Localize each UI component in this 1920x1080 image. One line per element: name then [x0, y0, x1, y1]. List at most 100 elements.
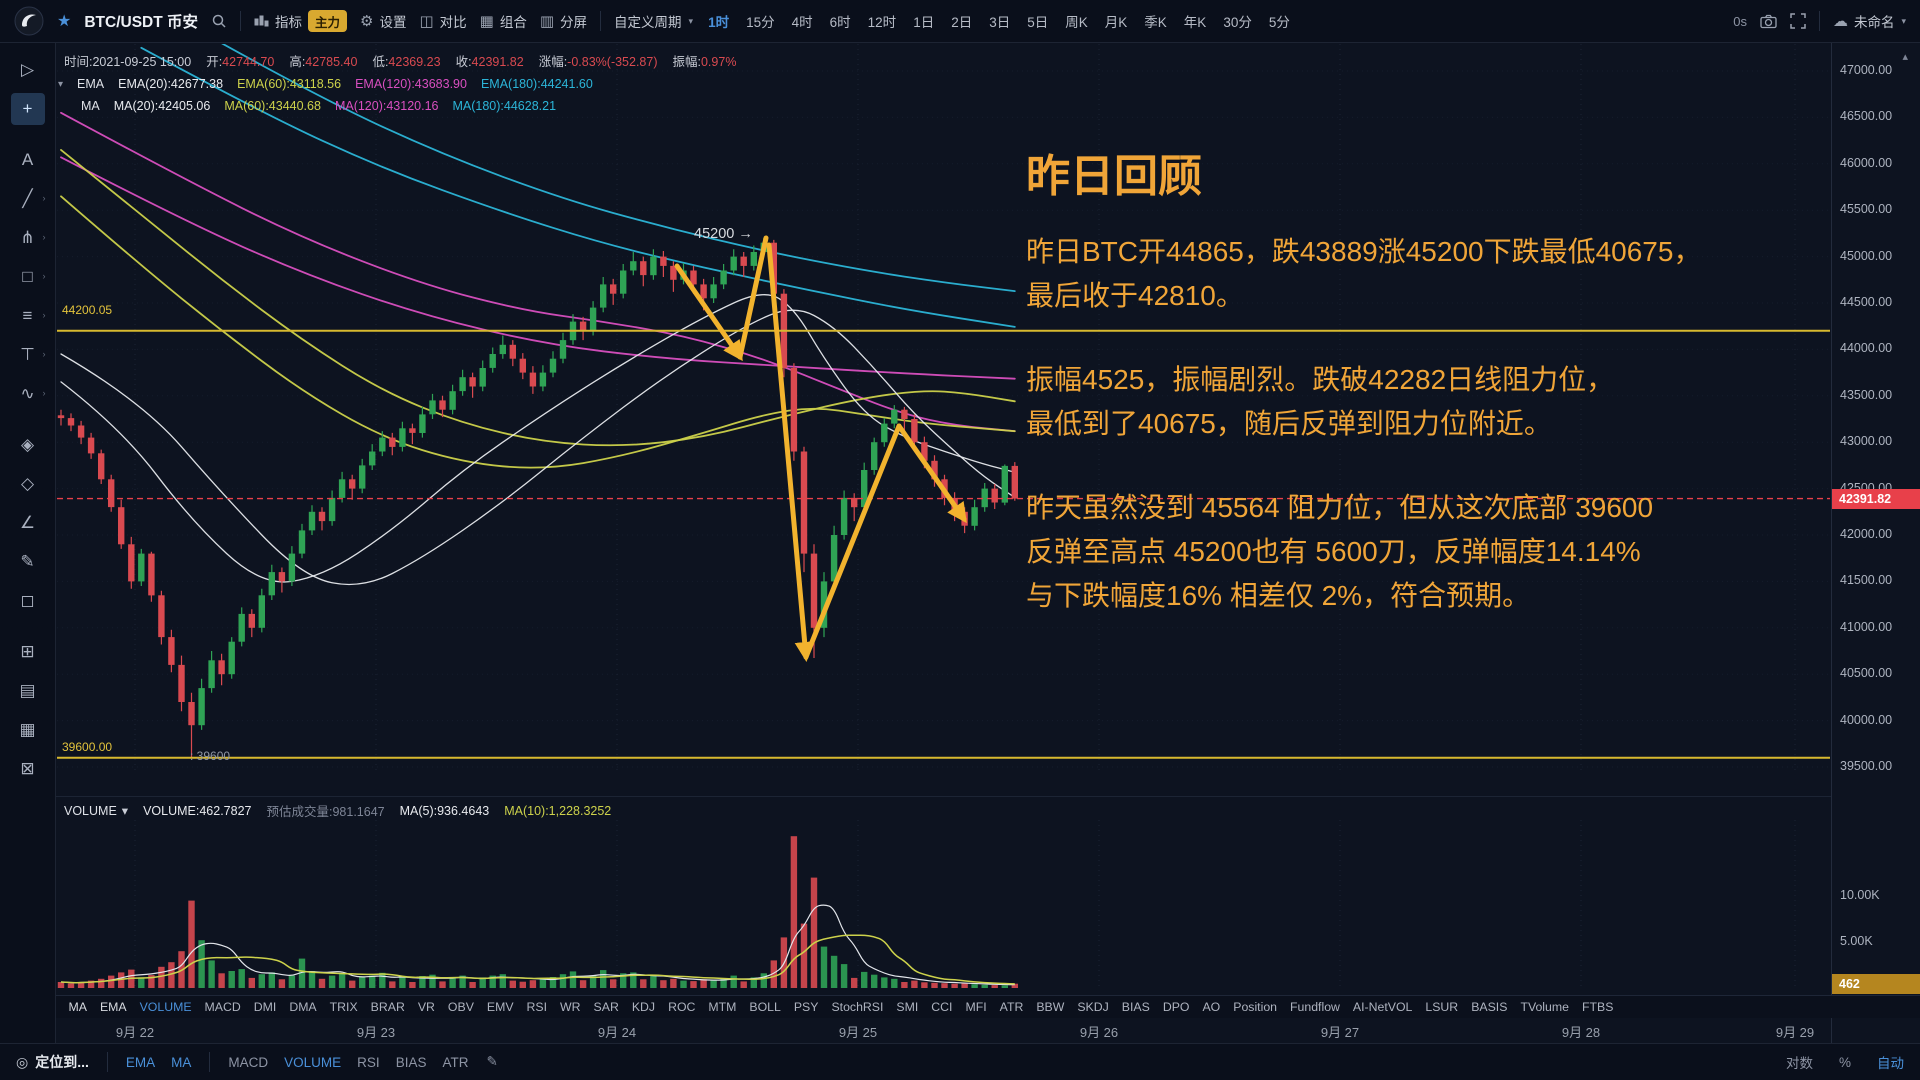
custom-period-dropdown[interactable]: 自定义周期 ▾ — [614, 11, 693, 31]
indicator-tab[interactable]: TRIX — [329, 1000, 358, 1014]
collapse-legend-icon[interactable]: ▾ — [58, 78, 64, 90]
statusbar-overlay-link[interactable]: EMA — [125, 1054, 156, 1070]
indicator-tab[interactable]: ROC — [668, 1000, 696, 1014]
interval-button[interactable]: 3日 — [989, 15, 1011, 30]
settings-button[interactable]: ⚙ 设置 — [360, 11, 406, 31]
compare-button[interactable]: ◫ 对比 — [419, 11, 466, 31]
shapes-tool[interactable]: □ › — [22, 267, 46, 286]
interval-button[interactable]: 1日 — [913, 15, 935, 30]
main-force-badge[interactable]: 主力 — [308, 10, 348, 32]
pattern-tool[interactable]: ◈ — [20, 435, 35, 454]
annotation-paragraph-3[interactable]: 昨天虽然没到 45564 阻力位，但从这次底部 39600 反弹至高点 4520… — [1026, 492, 1654, 611]
indicator-tab[interactable]: BASIS — [1471, 1000, 1508, 1014]
indicator-tab[interactable]: EMA — [99, 1000, 127, 1014]
portfolio-button[interactable]: ▦ 组合 — [480, 11, 527, 31]
interval-button[interactable]: 月K — [1104, 15, 1128, 30]
search-icon[interactable] — [211, 13, 227, 29]
volume-legend[interactable]: VOLUME ▾ VOLUME:462.7827 预估成交量:981.1647 MA… — [64, 801, 611, 820]
lower-hline-label[interactable]: 39600.00 — [62, 740, 113, 754]
annotation-paragraph-2[interactable]: 振幅4525，振幅剧烈。跌破42282日线阻力位， 最低到了40675，随后反弹… — [1026, 364, 1615, 439]
indicators-button[interactable]: 指标 主力 — [254, 10, 348, 32]
indicator-tab[interactable]: BOLL — [749, 1000, 781, 1014]
indicator-tab[interactable]: DPO — [1162, 1000, 1190, 1014]
peak-price-callout[interactable]: 45200 → — [694, 226, 753, 242]
statusbar-indicator-link[interactable]: MACD — [228, 1054, 269, 1070]
indicator-tab[interactable]: VR — [417, 1000, 435, 1014]
indicator-tab[interactable]: Fundflow — [1290, 1000, 1340, 1014]
interval-button[interactable]: 15分 — [746, 15, 775, 30]
crosshair-tool[interactable]: + — [10, 93, 45, 125]
collapse-pane-icon[interactable]: ▴ — [1902, 51, 1908, 63]
interval-button[interactable]: 12时 — [867, 15, 897, 30]
indicator-tab[interactable]: SKDJ — [1077, 1000, 1109, 1014]
fullscreen-icon[interactable] — [1790, 13, 1806, 29]
interval-button[interactable]: 30分 — [1223, 15, 1252, 30]
trendline-tool[interactable]: ╱ › — [22, 189, 46, 208]
calendar-tool[interactable]: ▦ — [19, 720, 36, 739]
statusbar-indicator-link[interactable]: VOLUME — [284, 1054, 342, 1070]
measure-tool[interactable]: ∠ — [19, 513, 36, 532]
interval-button[interactable]: 6时 — [829, 15, 851, 30]
indicator-tab[interactable]: DMI — [253, 1000, 277, 1014]
locate-button[interactable]: ◎ 定位到... — [16, 1052, 89, 1072]
statusbar-indicator-link[interactable]: RSI — [357, 1054, 380, 1070]
price-axis[interactable]: ▴ 47000.00 46500.00 46000.00 45500.00 45000.… — [1831, 42, 1920, 1043]
interval-button[interactable]: 年K — [1183, 15, 1207, 30]
indicator-tab[interactable]: BIAS — [1121, 1000, 1150, 1014]
indicator-tab[interactable]: WR — [560, 1000, 581, 1014]
annotation-title[interactable]: 昨日回顾 — [1026, 152, 1202, 201]
harmonic-tool[interactable]: ◇ — [20, 474, 35, 493]
cloud-account-button[interactable]: ☁ 未命名 ▾ — [1833, 11, 1906, 31]
ma-legend[interactable]: MA MA(20):42405.06 MA(60):43440.68 MA(120)… — [81, 99, 556, 113]
statusbar-indicator-link[interactable]: BIAS — [395, 1054, 427, 1070]
indicator-tab[interactable]: CCI — [931, 1000, 953, 1014]
delete-tool[interactable]: ⊠ — [20, 759, 35, 778]
statusbar-indicator-link[interactable]: ATR — [442, 1054, 469, 1070]
notebook-tool[interactable]: ▤ — [19, 681, 36, 700]
interval-button[interactable]: 5日 — [1027, 15, 1049, 30]
interval-button[interactable]: 季K — [1144, 15, 1167, 30]
split-screen-button[interactable]: ▥ 分屏 — [540, 11, 587, 31]
position-tool[interactable]: ⊤ › — [20, 345, 46, 364]
scale-option[interactable]: 对数 — [1785, 1056, 1813, 1071]
screenshot-camera-icon[interactable] — [1760, 14, 1777, 29]
ema-legend[interactable]: ▾ EMA EMA(20):42677.38 EMA(60):43118.56 EM… — [58, 77, 593, 91]
edit-indicators-icon[interactable]: ✎ — [486, 1054, 498, 1069]
indicator-tab[interactable]: MTM — [708, 1000, 737, 1014]
indicator-tab[interactable]: Position — [1233, 1000, 1278, 1014]
indicator-tab[interactable]: SMI — [896, 1000, 919, 1014]
interval-button[interactable]: 周K — [1065, 15, 1088, 30]
indicator-tab[interactable]: StochRSI — [831, 1000, 884, 1014]
indicator-tab[interactable]: ATR — [999, 1000, 1024, 1014]
favorite-star-icon[interactable]: ★ — [57, 13, 72, 30]
parallel-lines-tool[interactable]: ≡ › — [22, 306, 46, 325]
upper-hline-label[interactable]: 44200.05 — [62, 303, 113, 317]
indicator-tab[interactable]: MFI — [965, 1000, 987, 1014]
brush-tool[interactable]: ✎ — [20, 552, 35, 571]
scale-option[interactable]: % — [1838, 1054, 1851, 1070]
indicator-tab[interactable]: VOLUME — [139, 1000, 192, 1014]
indicator-tab[interactable]: MACD — [204, 1000, 241, 1014]
indicator-tab[interactable]: PSY — [793, 1000, 819, 1014]
indicator-tab[interactable]: TVolume — [1520, 1000, 1569, 1014]
scale-option[interactable]: 自动 — [1877, 1056, 1904, 1071]
interval-button[interactable]: 2日 — [951, 15, 973, 30]
indicator-tab[interactable]: SAR — [593, 1000, 619, 1014]
symbol-title[interactable]: BTC/USDT 币安 — [84, 14, 199, 31]
indicator-tab[interactable]: AI-NetVOL — [1352, 1000, 1413, 1014]
pane-separator[interactable] — [56, 796, 1831, 797]
indicator-tab[interactable]: BRAR — [370, 1000, 405, 1014]
indicator-tab[interactable]: KDJ — [631, 1000, 656, 1014]
indicator-tab[interactable]: AO — [1202, 1000, 1221, 1014]
interval-button[interactable]: 4时 — [791, 15, 813, 30]
chevron-down-icon[interactable]: ▾ — [121, 804, 129, 818]
indicator-tab[interactable]: FTBS — [1581, 1000, 1614, 1014]
interval-button[interactable]: 5分 — [1268, 15, 1290, 30]
indicator-tab[interactable]: RSI — [526, 1000, 548, 1014]
indicator-tab[interactable]: DMA — [289, 1000, 317, 1014]
pitchfork-tool[interactable]: ⋔ › — [20, 228, 46, 247]
text-tool[interactable]: A — [21, 150, 34, 169]
indicator-tab[interactable]: EMV — [486, 1000, 514, 1014]
indicator-tab[interactable]: LSUR — [1425, 1000, 1459, 1014]
